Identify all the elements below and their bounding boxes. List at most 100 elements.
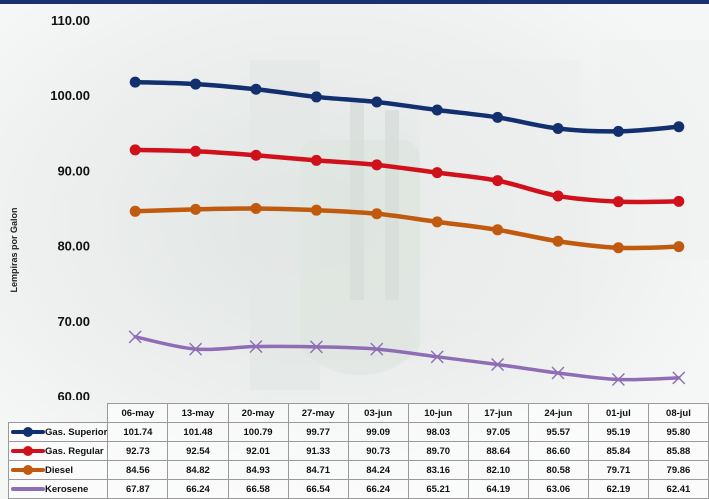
data-label: 92.01 [227, 441, 289, 461]
series-point [431, 104, 443, 116]
legend-entry: Diesel [7, 460, 109, 480]
series-point [492, 224, 504, 236]
series-point [371, 159, 383, 171]
series-point [370, 342, 384, 356]
y-tick-label: 70.00 [57, 314, 90, 329]
series-line-2 [132, 206, 682, 251]
data-label: 90.73 [347, 441, 409, 461]
series-point [492, 175, 504, 187]
data-label: 89.70 [407, 441, 469, 461]
series-point [190, 145, 202, 157]
data-label: 95.80 [647, 422, 709, 442]
series-point [673, 241, 685, 253]
legend-entry: Gas. Regular [7, 441, 109, 461]
data-label: 88.64 [467, 441, 529, 461]
series-point [371, 96, 383, 108]
series-point [612, 196, 624, 208]
data-label: 92.73 [107, 441, 169, 461]
y-tick-label: 90.00 [57, 163, 90, 178]
series-point [310, 91, 322, 103]
y-tick-label: 80.00 [57, 239, 90, 254]
series-point [310, 204, 322, 216]
data-label: 83.16 [407, 460, 469, 480]
data-label: 101.74 [107, 422, 169, 442]
data-label: 66.58 [227, 479, 289, 499]
legend-key-icon [11, 484, 45, 494]
series-point [431, 216, 443, 228]
series-point [309, 340, 323, 354]
x-tick-label: 06-may [107, 403, 169, 423]
series-line-0 [132, 79, 682, 134]
data-label: 99.77 [287, 422, 349, 442]
data-label: 92.54 [167, 441, 229, 461]
chart-series [128, 76, 686, 387]
series-point [552, 235, 564, 247]
legend-key-icon [11, 445, 45, 456]
table-row: Gas. Regular 92.73 92.54 92.01 91.33 90.73 89.… [7, 441, 709, 461]
data-label: 100.79 [227, 422, 289, 442]
series-point [310, 154, 322, 166]
legend-label: Gas. Regular [45, 445, 104, 457]
data-label: 98.03 [407, 422, 469, 442]
y-tick-label: 100.00 [50, 88, 90, 103]
x-tick-label: 27-may [287, 403, 349, 423]
legend-label: Gas. Superior [45, 426, 108, 438]
x-tick-label: 13-may [167, 403, 229, 423]
series-point [612, 125, 624, 137]
x-tick-label: 10-jun [407, 403, 469, 423]
data-label: 95.19 [587, 422, 649, 442]
data-label: 84.24 [347, 460, 409, 480]
table-row: Gas. Superior 101.74 101.48 100.79 99.77 99.0… [7, 422, 709, 442]
x-tick-label: 24-jun [527, 403, 589, 423]
data-label: 85.84 [587, 441, 649, 461]
data-label: 97.05 [467, 422, 529, 442]
series-line-1 [132, 147, 682, 205]
x-tick-label: 01-jul [587, 403, 649, 423]
series-point [190, 78, 202, 90]
series-point [611, 373, 625, 387]
data-label: 66.24 [167, 479, 229, 499]
series-point [190, 203, 202, 215]
series-point [250, 83, 262, 95]
series-point [430, 350, 444, 364]
data-label: 84.56 [107, 460, 169, 480]
series-point [492, 111, 504, 123]
series-point [250, 149, 262, 161]
data-label: 91.33 [287, 441, 349, 461]
series-point [189, 342, 203, 356]
legend-key-icon [11, 426, 45, 437]
legend-label: Diesel [45, 464, 73, 476]
data-label: 63.06 [527, 479, 589, 499]
x-tick-label: 20-may [227, 403, 289, 423]
series-point [129, 76, 141, 88]
top-accent-bar [0, 0, 709, 4]
data-label: 84.93 [227, 460, 289, 480]
data-table: 06-may 13-may 20-may 27-may 03-jun 10-jun 17-j… [7, 403, 709, 499]
data-label: 66.24 [347, 479, 409, 499]
series-point [128, 330, 142, 344]
series-point [371, 208, 383, 220]
data-label: 101.48 [167, 422, 229, 442]
data-label: 65.21 [407, 479, 469, 499]
table-header-row: 06-may 13-may 20-may 27-may 03-jun 10-jun 17-j… [8, 403, 709, 423]
series-point [551, 366, 565, 380]
table-row: Diesel 84.56 84.82 84.93 84.71 84.24 83.16 82.1… [7, 460, 709, 480]
line-chart: 60.00 70.00 80.00 90.00 100.00 110.00 [50, 13, 686, 400]
series-point [129, 205, 141, 217]
series-point [249, 340, 263, 354]
legend-entry: Gas. Superior [7, 422, 109, 442]
legend-entry: Kerosene [7, 479, 109, 499]
legend-key-icon [11, 464, 45, 475]
series-point [491, 357, 505, 371]
y-tick-label: 60.00 [57, 389, 90, 400]
series-point [673, 195, 685, 207]
series-point [552, 190, 564, 202]
x-tick-label: 08-jul [647, 403, 709, 423]
y-tick-label: 110.00 [51, 13, 90, 28]
data-label: 67.87 [107, 479, 169, 499]
data-label: 64.19 [467, 479, 529, 499]
series-point [612, 242, 624, 254]
series-point [673, 121, 685, 133]
series-point [552, 123, 564, 135]
data-label: 62.19 [587, 479, 649, 499]
